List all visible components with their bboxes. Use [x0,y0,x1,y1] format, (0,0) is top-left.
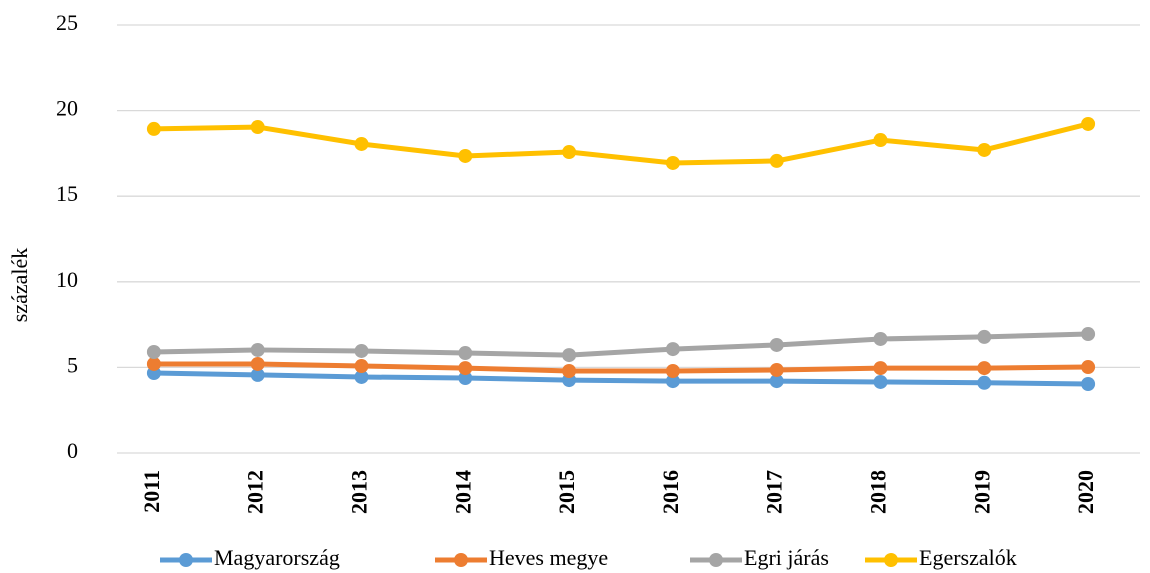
legend-marker [179,553,193,567]
data-point [250,356,265,371]
x-tick-label: 2014 [450,470,475,514]
data-point [562,348,577,363]
legend-label: Egerszalók [919,545,1017,570]
y-tick-label: 5 [67,352,78,377]
legend-marker [709,553,723,567]
data-point [665,155,680,170]
y-tick-label: 25 [56,10,78,35]
data-point [354,343,369,358]
data-point [977,329,992,344]
series-line [153,331,1089,358]
x-tick-label: 2019 [969,470,994,514]
x-tick-label: 2018 [866,470,891,514]
data-point [354,359,369,374]
data-point [250,120,265,135]
data-point [873,361,888,376]
data-point [1081,360,1096,375]
data-point [665,374,680,389]
data-point [769,374,784,389]
x-tick-label: 2016 [658,470,683,514]
data-point [873,133,888,148]
y-axis-title: százalék [7,248,32,323]
legend-label: Egri járás [744,545,829,570]
y-tick-label: 0 [67,438,78,463]
x-tick-label: 2013 [347,470,372,514]
x-tick-label: 2011 [139,470,164,513]
series-line [153,361,1089,374]
data-point [146,356,161,371]
data-point [458,361,473,376]
x-tick-label: 2015 [554,470,579,514]
x-tick-label: 2012 [243,470,268,514]
data-point [458,371,473,386]
x-tick-label: 2020 [1073,470,1098,514]
data-point [354,369,369,384]
legend-marker [454,553,468,567]
data-point [146,344,161,359]
y-tick-label: 15 [56,181,78,206]
data-point [1081,116,1096,131]
data-point [562,145,577,160]
data-point [250,342,265,357]
data-point [977,361,992,376]
data-point [1081,327,1096,342]
data-point [354,136,369,151]
series-line [153,370,1089,387]
data-point [873,374,888,389]
data-point [769,362,784,377]
data-point [458,346,473,361]
data-point [977,142,992,157]
data-point [977,375,992,390]
data-point [1081,377,1096,392]
data-point [146,121,161,136]
legend-label: Heves megye [489,545,608,570]
data-point [665,363,680,378]
legend-marker [884,553,898,567]
data-point [250,367,265,382]
data-point [769,337,784,352]
legend-label: Magyarország [214,545,340,570]
series-line [153,121,1089,166]
data-point [458,148,473,163]
data-point [873,331,888,346]
data-point [665,342,680,357]
x-tick-label: 2017 [762,470,787,514]
data-point [562,363,577,378]
y-tick-label: 20 [56,96,78,121]
y-tick-label: 10 [56,267,78,292]
data-point [769,153,784,168]
